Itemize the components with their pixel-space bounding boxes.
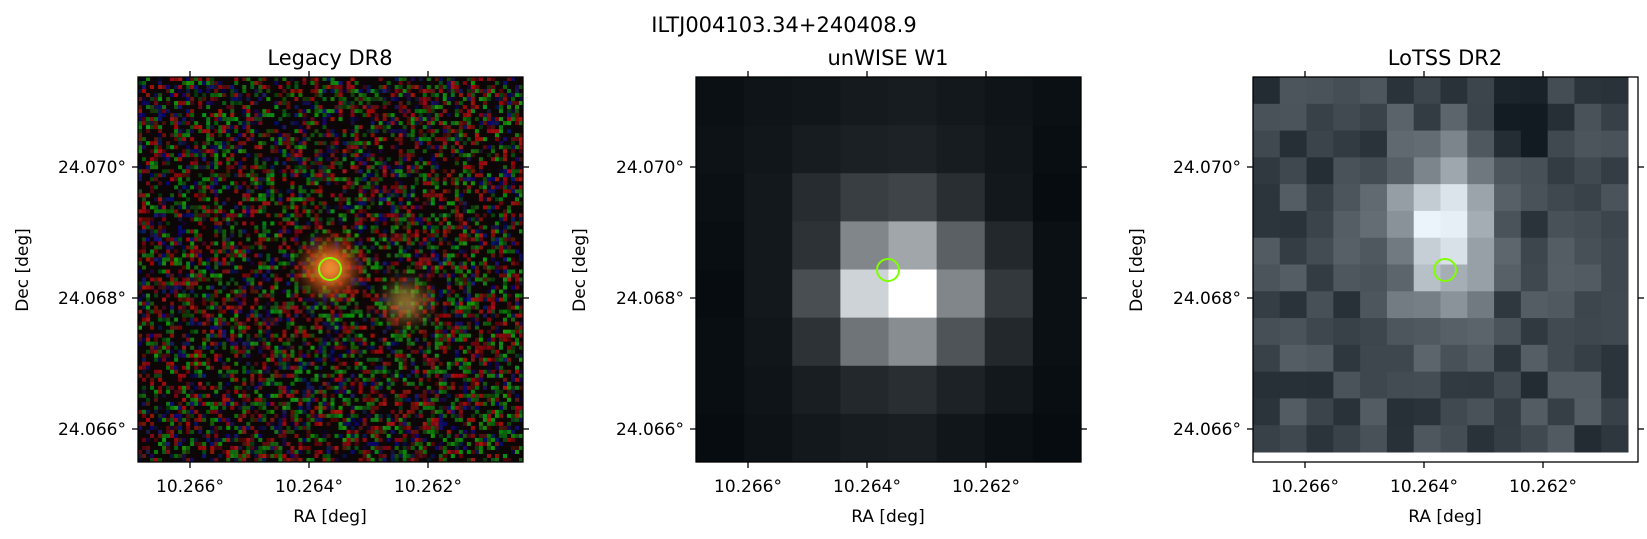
- x-axis-label: RA [deg]: [1408, 507, 1481, 527]
- y-axis-label: Dec [deg]: [13, 228, 33, 312]
- x-tick-label: 10.266°: [714, 477, 782, 497]
- x-ticks: [747, 71, 987, 468]
- y-tick-label: 24.070°: [58, 158, 126, 178]
- panel-title: Legacy DR8: [267, 46, 392, 70]
- panel-lotss: LoTSS DR2 10.266° 10.264° 10.262° 24.070…: [1127, 46, 1644, 527]
- x-tick-label: 10.266°: [1271, 477, 1339, 497]
- y-tick-label: 24.066°: [58, 420, 126, 440]
- unwise-pixels: [696, 77, 1081, 462]
- x-tick-label: 10.262°: [952, 477, 1020, 497]
- figure-title: ILTJ004103.34+240408.9: [651, 13, 916, 37]
- legacy-source-main-core: [320, 258, 340, 278]
- y-tick-label: 24.066°: [616, 420, 684, 440]
- unwise-image: [696, 77, 1081, 462]
- y-tick-label: 24.068°: [1173, 289, 1241, 309]
- panel-unwise: unWISE W1 10.266° 10.264° 10.262° 24.070…: [570, 46, 1087, 527]
- x-tick-label: 10.262°: [1509, 477, 1577, 497]
- y-ticks: [690, 166, 1087, 430]
- legacy-image: [138, 77, 523, 462]
- x-tick-label: 10.264°: [275, 477, 343, 497]
- lotss-image: [1253, 77, 1638, 462]
- x-axis-label: RA [deg]: [851, 507, 924, 527]
- axes-frame: [137, 76, 524, 463]
- y-axis-label: Dec [deg]: [570, 228, 590, 312]
- x-ticks: [189, 71, 429, 468]
- y-tick-label: 24.066°: [1173, 420, 1241, 440]
- panel-title: LoTSS DR2: [1388, 46, 1502, 70]
- y-tick-label: 24.068°: [616, 289, 684, 309]
- x-tick-label: 10.264°: [833, 477, 901, 497]
- y-ticks: [132, 166, 529, 430]
- x-axis-label: RA [deg]: [293, 507, 366, 527]
- y-tick-label: 24.070°: [1173, 158, 1241, 178]
- target-marker: [876, 258, 900, 282]
- x-tick-label: 10.264°: [1390, 477, 1458, 497]
- y-axis-label: Dec [deg]: [1127, 228, 1147, 312]
- x-tick-label: 10.266°: [156, 477, 224, 497]
- legacy-source-secondary: [388, 284, 424, 320]
- axes-frame: [695, 76, 1082, 463]
- y-ticks: [1247, 166, 1644, 430]
- x-tick-label: 10.262°: [394, 477, 462, 497]
- panel-legacy: Legacy DR8 10.266° 10.264° 10.262° 24.07…: [13, 46, 529, 527]
- x-ticks: [1304, 71, 1544, 468]
- target-marker: [318, 257, 342, 281]
- legacy-noise-pixels: [138, 77, 523, 462]
- y-tick-label: 24.068°: [58, 289, 126, 309]
- y-tick-label: 24.070°: [616, 158, 684, 178]
- target-marker: [1433, 258, 1457, 282]
- panel-title: unWISE W1: [828, 46, 949, 70]
- lotss-pixels: [1253, 77, 1629, 453]
- axes-frame: [1252, 76, 1639, 463]
